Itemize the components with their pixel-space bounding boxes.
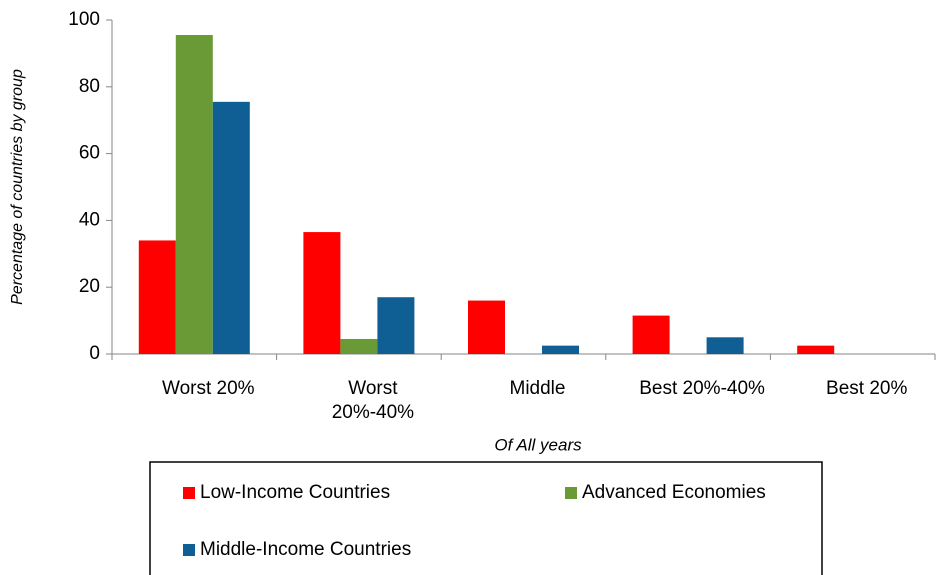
bar — [340, 338, 378, 354]
bar — [303, 232, 341, 354]
x-tick-label: Best 20% — [826, 378, 908, 399]
bar — [175, 35, 213, 354]
y-tick-label: 80 — [79, 76, 100, 97]
legend-swatch — [183, 487, 195, 499]
legend-label: Low-Income Countries — [200, 482, 390, 503]
legend-swatch — [565, 487, 577, 499]
bar — [468, 300, 505, 354]
legend-label: Advanced Economies — [582, 482, 766, 503]
bar — [138, 240, 176, 354]
legend-swatch — [183, 544, 195, 556]
y-tick-label: 0 — [89, 343, 100, 364]
bar — [797, 345, 835, 354]
y-axis-title: Percentage of countries by group — [9, 69, 26, 305]
x-tick-label: Worst 20% — [162, 378, 255, 399]
y-tick-label: 100 — [68, 9, 100, 30]
y-tick-label: 40 — [79, 209, 100, 230]
x-tick-label: Best 20%-40% — [639, 378, 765, 399]
x-tick-label: Worst 20%-40% — [331, 378, 415, 423]
bar — [542, 345, 579, 354]
bar — [377, 297, 415, 354]
legend-label: Middle-Income Countries — [200, 539, 411, 560]
legend-box — [149, 461, 823, 575]
x-tick-label: Middle — [509, 378, 566, 399]
x-axis-title: Of All years — [494, 435, 582, 454]
bar — [212, 101, 250, 354]
bar — [632, 315, 670, 354]
y-tick-label: 20 — [79, 276, 100, 297]
y-tick-label: 60 — [79, 143, 100, 164]
bar — [706, 337, 744, 354]
